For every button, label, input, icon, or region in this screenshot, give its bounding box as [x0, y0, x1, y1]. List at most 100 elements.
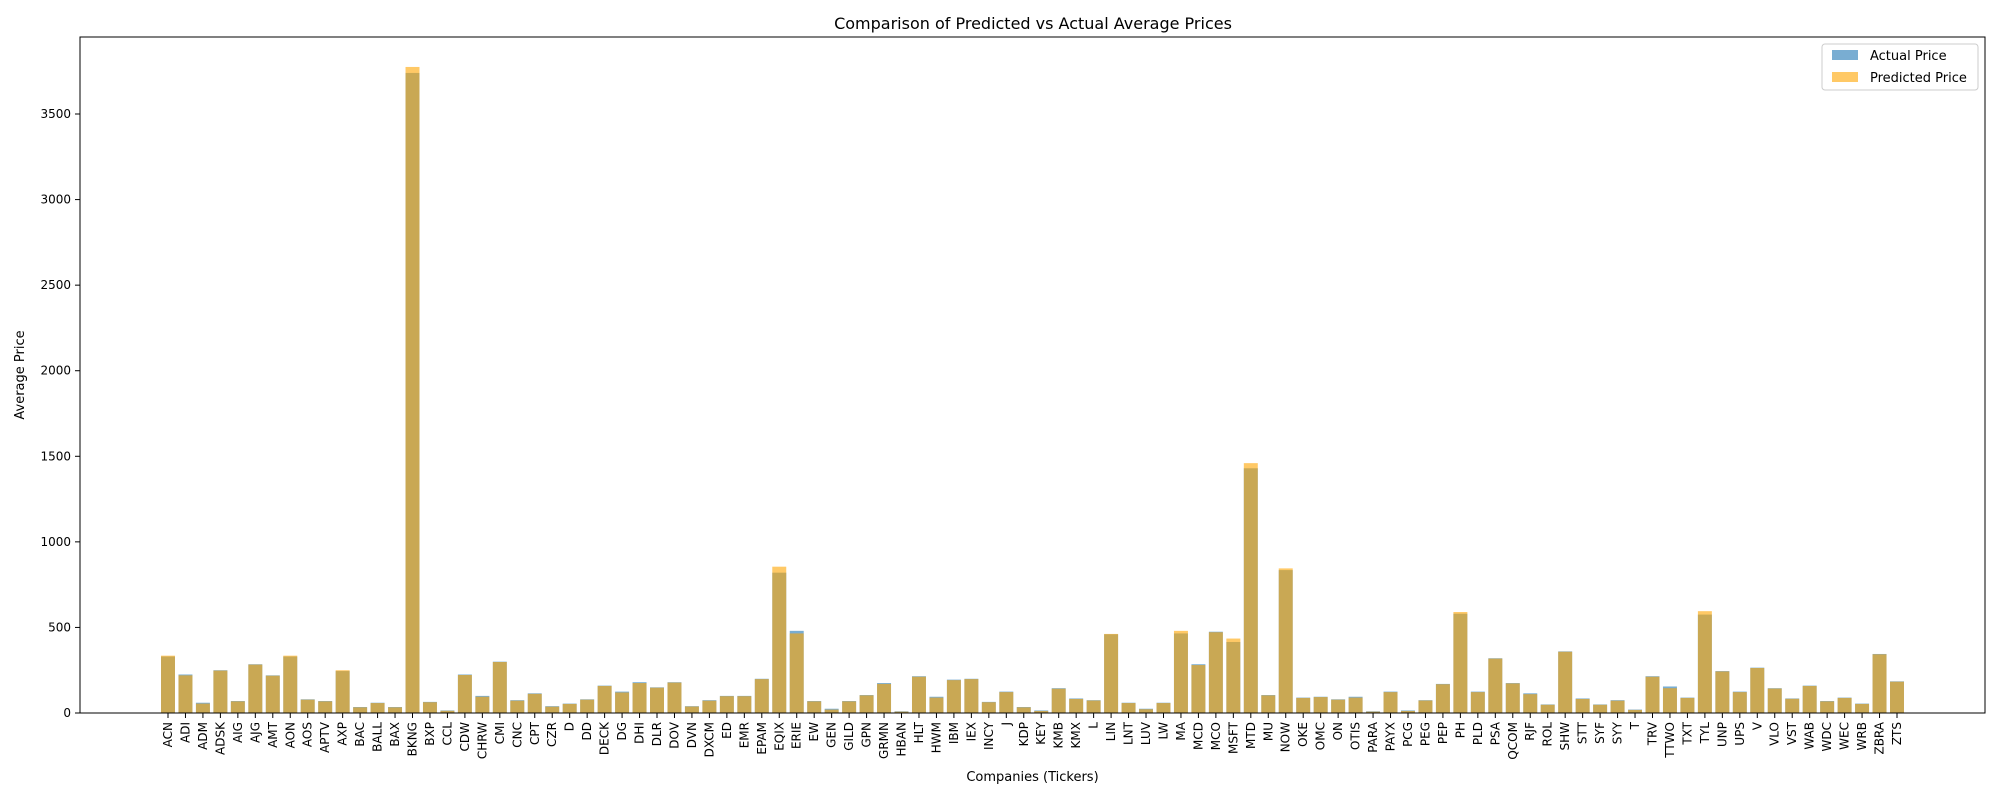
bar-predicted-zbra	[1872, 654, 1887, 713]
bar-predicted-vlo	[1767, 688, 1782, 713]
bar-predicted-ttwo	[1662, 688, 1677, 713]
x-tick-label: HBAN	[895, 722, 909, 756]
bar-predicted-pld	[1470, 692, 1485, 713]
x-tick-label: OMC	[1314, 722, 1328, 750]
x-tick-label: UPS	[1733, 722, 1747, 746]
bar-predicted-czr	[545, 706, 560, 713]
bar-predicted-gen	[824, 709, 839, 713]
legend-swatch-actual	[1832, 50, 1858, 60]
x-tick-label: TRV	[1645, 721, 1659, 746]
x-tick-label: WDC	[1820, 722, 1834, 751]
x-tick-label: ADI	[178, 722, 192, 743]
x-tick-label: ON	[1331, 722, 1345, 740]
bar-predicted-vst	[1785, 698, 1800, 713]
bar-predicted-kmx	[1069, 698, 1084, 713]
bar-predicted-gpn	[859, 695, 874, 713]
x-tick-label: CDW	[458, 722, 472, 752]
x-tick-label: SYY	[1611, 721, 1625, 744]
x-tick-label: STT	[1576, 721, 1590, 744]
bar-predicted-wec	[1837, 697, 1852, 713]
x-tick-label: ERIE	[790, 722, 804, 749]
y-tick-label: 2500	[40, 278, 71, 292]
x-tick-label: QCOM	[1506, 722, 1520, 760]
bar-predicted-qcom	[1505, 683, 1520, 713]
x-tick-label: PAYX	[1384, 722, 1398, 751]
y-axis: 0 500 1000 1500 2000 2500 3000 3500	[40, 107, 80, 720]
x-axis-label: Companies (Tickers)	[966, 770, 1098, 785]
bar-predicted-cdw	[457, 675, 472, 713]
bar-predicted-kmb	[1051, 688, 1066, 713]
bar-predicted-stt	[1575, 698, 1590, 713]
x-tick-label: AIG	[231, 722, 245, 743]
x-tick-label: MA	[1174, 721, 1188, 740]
bar-predicted-mcd	[1191, 665, 1206, 713]
x-tick-label: VST	[1785, 721, 1799, 745]
bar-predicted-incy	[981, 702, 996, 713]
x-tick-label: CPT	[528, 721, 542, 745]
bar-predicted-wab	[1802, 685, 1817, 713]
x-tick-label: CNC	[510, 722, 524, 748]
x-tick-label: OKE	[1296, 722, 1310, 747]
legend-swatch-predicted	[1832, 72, 1858, 82]
x-tick-label: EMR	[737, 722, 751, 748]
bar-predicted-omc	[1313, 697, 1328, 713]
bar-predicted-bac	[353, 707, 368, 713]
x-tick-label: ADSK	[213, 721, 227, 755]
bar-predicted-ew	[807, 701, 822, 713]
x-axis: ACN ADI ADM ADSK AIG AJG AMT AON AOS APTV AXP BAC BA…	[161, 713, 1904, 760]
legend-frame	[1821, 43, 1979, 91]
bar-predicted-msft	[1226, 638, 1241, 713]
x-tick-label: AMT	[266, 721, 280, 748]
x-tick-label: PARA	[1366, 721, 1380, 753]
bar-predicted-v	[1750, 667, 1765, 713]
bar-predicted-tyl	[1697, 611, 1712, 713]
x-tick-label: ACN	[161, 722, 175, 747]
bar-predicted-wrb	[1855, 703, 1870, 713]
bar-predicted-pcg	[1401, 710, 1415, 713]
x-tick-label: TYL	[1698, 722, 1712, 745]
bar-predicted-ajg	[248, 664, 263, 713]
x-tick-label: RJF	[1523, 722, 1537, 741]
bar-predicted-pep	[1435, 684, 1450, 713]
bar-predicted-aon	[283, 655, 298, 713]
bars-group	[161, 66, 1904, 713]
bar-predicted-hban	[894, 711, 909, 713]
bar-predicted-key	[1034, 710, 1049, 713]
x-tick-label: ADM	[196, 722, 210, 750]
x-tick-label: GPN	[860, 722, 874, 748]
bar-predicted-epam	[754, 679, 769, 713]
bar-predicted-gild	[842, 701, 857, 713]
bar-predicted-ibm	[946, 680, 961, 713]
bar-predicted-adsk	[213, 670, 228, 713]
bar-predicted-axp	[335, 670, 350, 713]
x-tick-label: AON	[283, 722, 297, 748]
bar-predicted-dd	[580, 699, 595, 713]
bar-predicted-j	[999, 692, 1014, 713]
bar-predicted-amt	[265, 675, 280, 713]
x-tick-label: PEG	[1418, 722, 1432, 746]
x-tick-label: DXCM	[702, 722, 716, 757]
x-tick-label: CCL	[440, 722, 454, 746]
bar-predicted-kdp	[1016, 707, 1031, 713]
x-tick-label: V	[1750, 721, 1764, 730]
x-tick-label: PH	[1453, 722, 1467, 738]
x-tick-label: CHRW	[475, 722, 489, 759]
bar-predicted-aig	[230, 701, 245, 713]
legend: Actual Price Predicted Price	[1821, 43, 1979, 91]
x-tick-label: APTV	[318, 721, 332, 753]
legend-label-predicted: Predicted Price	[1870, 71, 1967, 86]
x-tick-label: HLT	[912, 721, 926, 743]
series-actual	[161, 72, 1904, 713]
x-tick-label: WEC	[1838, 722, 1852, 750]
x-tick-label: DECK	[598, 721, 612, 755]
x-tick-label: DOV	[667, 721, 681, 748]
x-tick-label: PEP	[1436, 722, 1450, 744]
bar-predicted-d	[562, 703, 577, 713]
x-tick-label: CZR	[545, 722, 559, 747]
x-tick-label: ED	[720, 722, 734, 739]
bar-predicted-eqix	[772, 566, 787, 713]
x-tick-label: SYF	[1593, 722, 1607, 744]
x-tick-label: J	[999, 722, 1013, 727]
x-tick-label: OTIS	[1349, 722, 1363, 750]
